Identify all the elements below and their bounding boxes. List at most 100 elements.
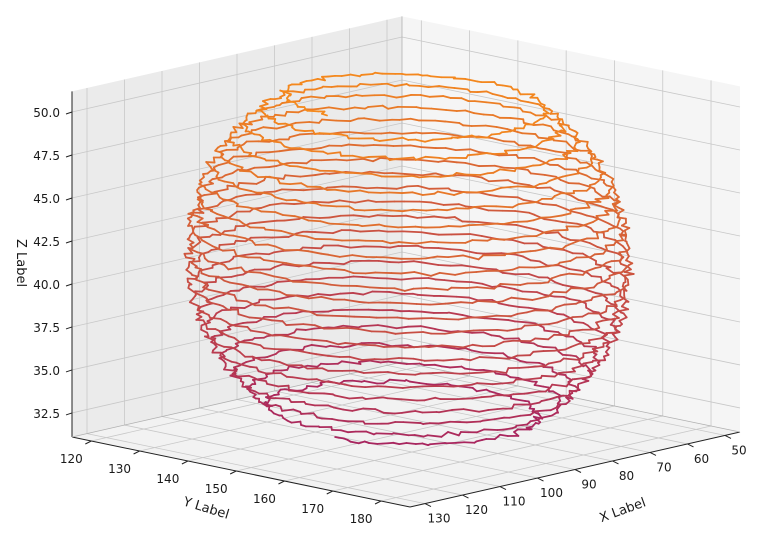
spiral-segment [262,259,278,263]
spiral-segment [476,382,494,386]
spiral-segment [617,206,625,211]
spiral-segment [455,171,467,176]
x-tick [424,503,432,508]
spiral-segment [318,276,330,280]
spiral-segment [244,237,254,242]
x-tick-label: 70 [656,460,671,474]
spiral-segment [531,297,542,301]
spiral-segment [539,281,550,285]
spiral-segment [525,226,539,231]
spiral-segment [452,383,473,388]
spiral-segment [201,220,218,224]
spiral-segment [314,172,326,176]
spiral-segment [269,175,279,180]
spiral-segment [540,398,552,402]
spiral-segment [599,261,608,268]
spiral-segment [448,133,459,137]
spiral-segment [491,186,502,192]
spiral-segment [516,196,525,201]
spiral-segment [433,215,447,219]
spiral-segment [478,191,492,196]
spiral-segment [518,366,530,369]
spiral-segment [238,182,258,185]
spiral-segment [307,293,320,298]
spiral-segment [476,300,498,304]
spiral-segment [564,345,573,351]
spiral-segment [434,131,450,136]
spiral-segment [594,292,603,296]
spiral-segment [452,77,467,80]
spiral-segment [223,279,231,284]
spiral-segment [219,317,228,323]
spiral-segment [389,245,400,249]
spiral-segment [443,160,458,164]
spiral-segment [300,364,309,370]
spiral-segment [453,191,465,196]
x-tick-label: 60 [694,452,709,466]
spiral-segment [422,331,433,335]
spiral-segment [418,84,430,89]
spiral-segment [436,190,455,196]
spiral-segment [560,125,567,133]
spiral-segment [204,188,213,194]
spiral-segment [466,420,482,424]
spiral-segment [248,341,262,347]
spiral-segment [495,205,514,209]
spiral-segment [510,296,534,301]
spiral-segment [401,131,418,135]
spiral-segment [307,219,322,223]
spiral-segment [393,83,408,88]
spiral-segment [272,140,282,144]
spiral-segment [332,381,346,386]
spiral-segment [223,264,230,271]
spiral-segment [393,287,406,292]
spiral-segment [498,195,519,199]
spiral-segment [577,166,588,170]
spiral-segment [192,303,200,307]
spiral-segment [508,414,522,419]
spiral-segment [380,131,391,135]
spiral-segment [276,279,293,283]
spiral-segment [368,286,384,290]
spiral-segment [482,222,499,226]
spiral-segment [479,189,494,193]
spiral-segment [455,280,473,284]
spiral-segment [247,206,258,211]
spiral-segment [470,174,483,179]
spiral-segment [501,271,517,276]
z-axis-label: Z Label [13,239,28,287]
spiral-segment [552,229,569,232]
spiral-segment [477,254,485,261]
z-tick [65,111,73,115]
spiral-segment [589,202,603,208]
spiral-segment [247,285,259,291]
spiral-segment [362,144,375,147]
spiral-segment [249,365,258,369]
spiral-segment [274,397,291,400]
spiral-segment [537,147,547,151]
spiral-segment [595,231,600,240]
spiral-segment [213,188,229,193]
spiral-segment [614,271,624,275]
spiral-segment [461,264,472,268]
spiral-segment [427,277,437,281]
spiral-segment [313,86,323,91]
spiral-segment [535,323,550,326]
spiral-segment [235,194,247,198]
y-tick [133,450,140,455]
spiral-segment [521,201,538,205]
spiral-segment [357,328,373,333]
spiral-segment [330,132,343,136]
spiral-segment [379,360,390,364]
spiral-segment [598,169,607,174]
spiral-segment [443,371,461,375]
spiral-segment [453,87,469,91]
spiral-segment [425,255,439,260]
spiral-segment [402,94,412,98]
spiral-segment [457,316,470,321]
spiral-segment [621,245,628,252]
spiral-segment [361,343,377,347]
spiral-segment [234,324,249,328]
spiral-segment [563,249,574,255]
spiral-segment [493,340,505,347]
